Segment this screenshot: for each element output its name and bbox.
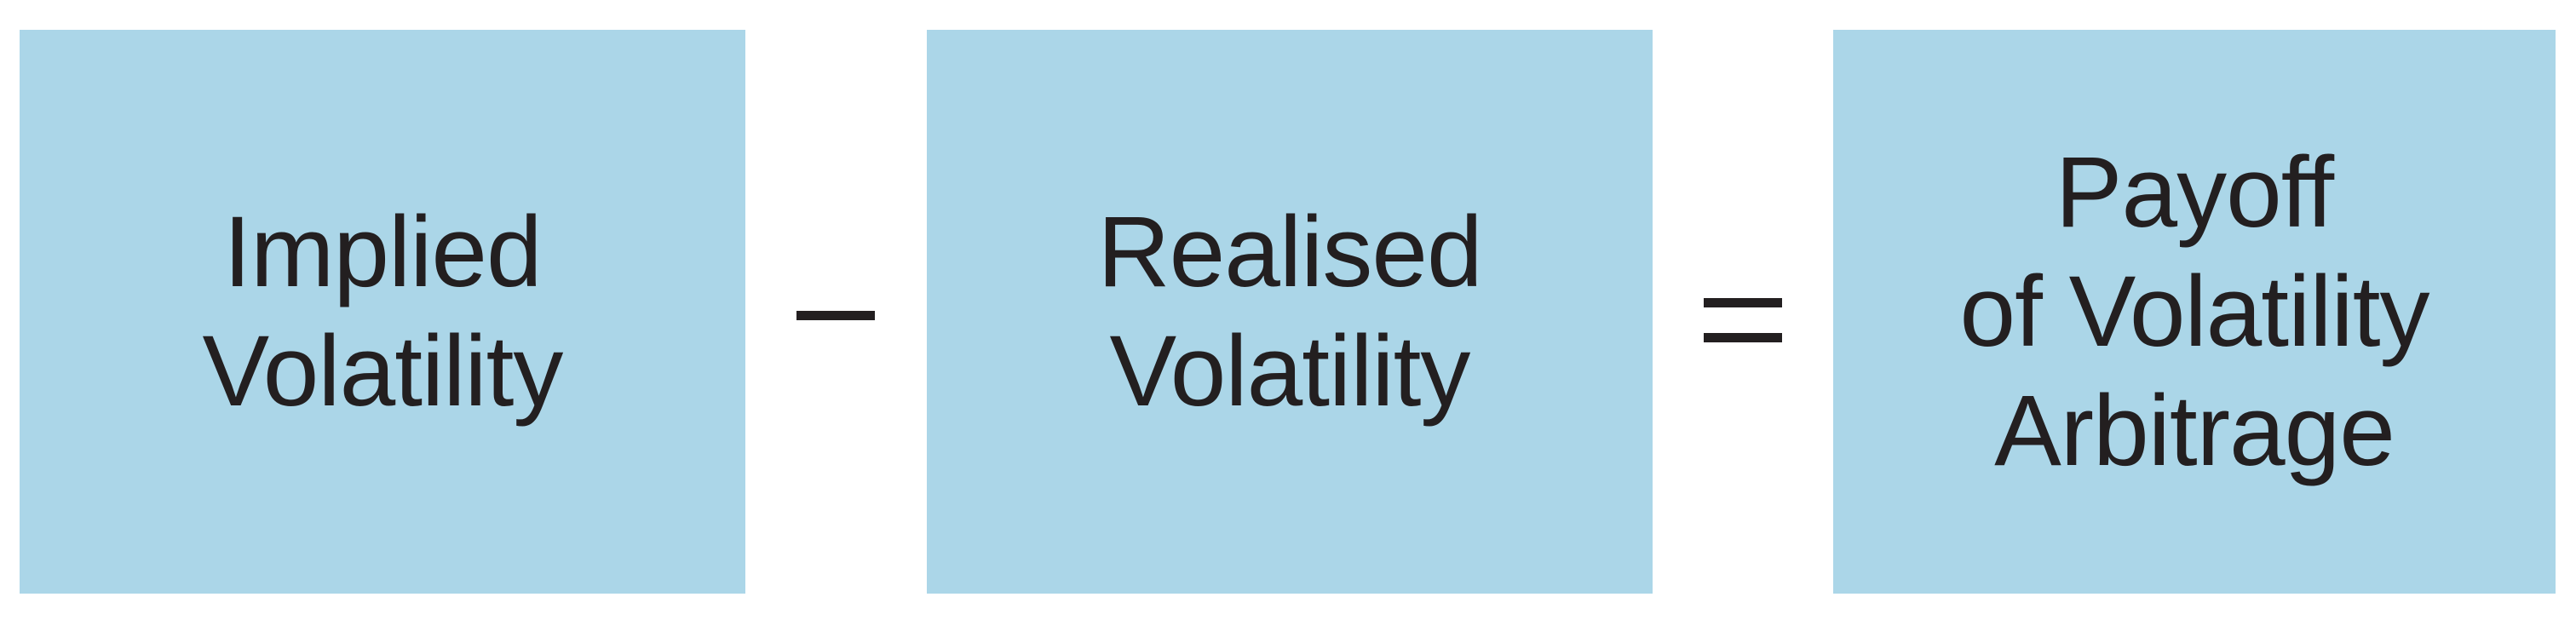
realised-volatility-label: Realised Volatility (1097, 192, 1482, 431)
payoff-box: Payoff of Volatility Arbitrage (1833, 30, 2556, 594)
box-line: Realised (1097, 196, 1482, 308)
equals-bar-bottom (1704, 333, 1782, 342)
payoff-label: Payoff of Volatility Arbitrage (1959, 133, 2429, 491)
realised-volatility-box: Realised Volatility (927, 30, 1653, 594)
box-line: of Volatility (1959, 255, 2429, 368)
box-line: Volatility (202, 315, 564, 428)
box-line: Payoff (2055, 136, 2334, 249)
minus-bar (796, 311, 875, 320)
box-line: Volatility (1109, 315, 1471, 428)
implied-volatility-box: Implied Volatility (20, 30, 745, 594)
box-line: Arbitrage (1994, 375, 2395, 487)
implied-volatility-label: Implied Volatility (202, 192, 564, 431)
equals-bar-top (1704, 298, 1782, 307)
minus-operator (796, 311, 875, 320)
box-line: Implied (223, 196, 542, 308)
equals-operator (1704, 298, 1782, 342)
